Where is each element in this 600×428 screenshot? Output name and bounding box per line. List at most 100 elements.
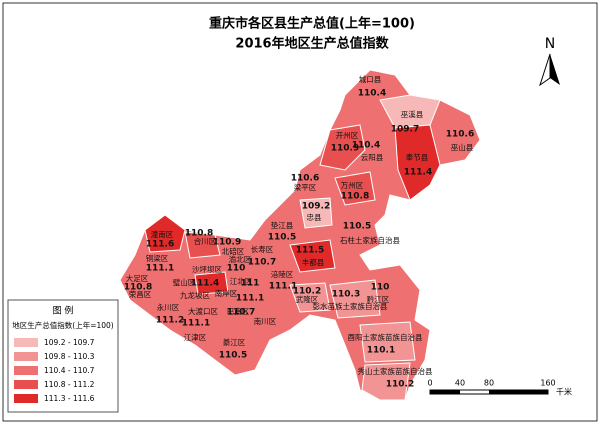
region-name: 合川区 [194,236,217,246]
region-name: 垫江县 [271,220,294,230]
scale-label: 40 [455,379,465,388]
scale-bar [489,390,548,394]
region [184,231,221,259]
title: 重庆市各区县生产总值(上年=100) [209,16,415,32]
scale-bar [429,389,549,395]
scale-label: 0 [427,379,432,388]
value-label: 110.5 [219,351,247,361]
region [319,124,366,171]
value-label: 110.8 [185,229,213,239]
value-label: 110.3 [332,290,360,300]
region [289,239,336,273]
region [289,282,331,313]
region-name: 渝北区 [229,254,252,264]
legend-label: 109.2 - 109.7 [44,338,95,347]
region-name: 云阳县 [361,153,384,162]
region-name: 万州区 [341,181,364,190]
region-name: 大渡口区 [188,306,218,316]
legend-subtitle: 地区生产总值指数(上年=100) [12,320,114,330]
region-name: 永川区 [157,302,180,312]
region-name: 酉阳土家族苗族自治县 [348,332,423,342]
region-name: 荣昌区 [129,289,152,299]
value-label: 110.2 [293,287,321,297]
value-label: 109.2 [302,202,330,212]
region-name: 涪陵区 [271,269,294,279]
value-label: 111.1 [146,264,174,274]
value-label: 110.9 [331,144,359,154]
region [144,214,186,253]
value-label: 110.6 [446,130,474,140]
value-label: 110.7 [248,258,276,268]
region-name: 沙坪坝区 [192,265,222,274]
region-name: 开州区 [336,131,359,140]
region [329,279,381,319]
scale-label: 160 [540,379,555,388]
region-name: 江津区 [184,333,207,342]
legend-title: 图 例 [53,305,74,317]
value-label: 110.2 [386,380,414,390]
value-label: 111.4 [191,279,219,289]
value-label: 111.5 [296,246,324,256]
region-name: 綦江区 [223,337,246,347]
value-label: 110.5 [343,222,371,232]
scale-bar [430,390,460,394]
region-name: 武隆区 [296,294,319,304]
north-arrow [550,54,560,85]
region-name: 巫山县 [451,142,474,152]
region-name: 长寿区 [251,244,274,254]
region-name: 北碚区 [222,246,245,256]
region-name: 奉节县 [406,152,429,162]
regions [119,69,481,401]
legend-label: 110.4 - 110.7 [44,366,95,375]
legend-label: 110.8 - 111.2 [44,380,95,389]
legend-swatch [14,352,38,361]
region-name: 石柱土家族自治县 [340,235,400,245]
region [334,171,376,206]
legend-swatch [14,366,38,375]
region [299,197,333,229]
region-name: 江北区 [230,277,253,286]
scale-label: 80 [484,379,494,388]
region-name: 秀山土家族苗族自治县 [358,366,433,376]
region-name: 彭水苗族土家族自治县 [313,301,388,311]
subtitle: 2016年地区生产总值指数 [235,36,389,52]
region-name: 南岸区 [215,288,238,298]
scale-unit: 千米 [556,387,572,397]
region-name: 大足区 [126,273,149,283]
region [394,124,441,201]
region [194,271,229,295]
region-name: 城口县 [359,75,382,84]
legend-label: 111.3 - 111.6 [44,394,95,403]
value-label: 110.4 [352,141,380,151]
region-name: 黔江区 [367,294,390,304]
value-label: 111.1 [236,294,264,304]
value-label: 110.1 [367,346,395,356]
region-name: 潼南区 [151,229,174,239]
value-label: 110.7 [227,308,255,318]
value-label: 111.1 [182,319,210,329]
value-label: 111.6 [146,240,174,250]
region [379,94,441,129]
legend-swatch [14,380,38,389]
value-label: 110.8 [341,192,369,202]
value-label: 109.7 [391,125,419,135]
region-name: 巫溪县 [401,109,424,119]
value-label: 111 [241,279,260,289]
value-label: 110.6 [291,174,319,184]
region [359,321,416,363]
region-name: 忠县 [307,213,322,222]
legend-swatch [14,394,38,403]
region-name: 丰都县 [302,257,325,267]
value-label: 110.5 [268,233,296,243]
region-name: 南川区 [254,316,277,326]
value-label: 111.4 [404,168,432,178]
region-name: 梁平区 [294,183,317,192]
north-label: N [545,36,555,52]
legend-swatch [14,338,38,347]
value-label: 111.2 [156,316,184,326]
value-label: 110.4 [358,89,386,99]
value-label: 110 [227,264,246,274]
value-label: 111.1 [269,282,297,292]
region-name: 九龙坡区 [180,290,210,300]
